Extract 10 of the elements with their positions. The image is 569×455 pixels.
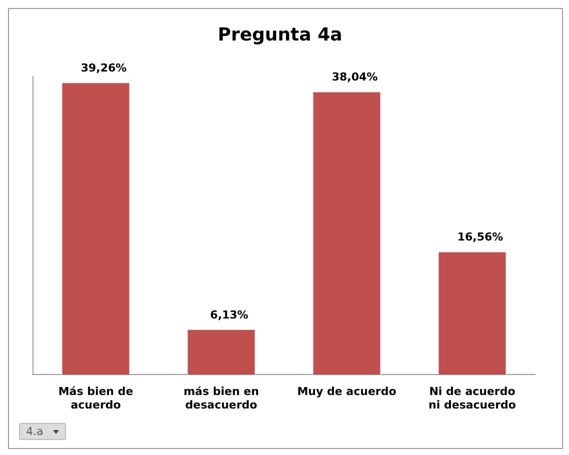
data-label: 39,26% <box>80 61 127 74</box>
x-tick-label: Muy de acuerdo <box>297 385 397 398</box>
x-tick-label: Ni de acuerdo ni desacuerdo <box>428 385 516 412</box>
data-label: 38,04% <box>332 70 378 84</box>
chart-title: Pregunta 4a <box>218 24 342 46</box>
data-label: 16,56% <box>457 230 504 244</box>
x-tick-label: más bien en desacuerdo <box>184 385 259 412</box>
data-label: 6,13% <box>210 308 248 322</box>
field-button: 4.a <box>19 423 66 440</box>
x-tick-label: Más bien de acuerdo <box>58 385 134 412</box>
